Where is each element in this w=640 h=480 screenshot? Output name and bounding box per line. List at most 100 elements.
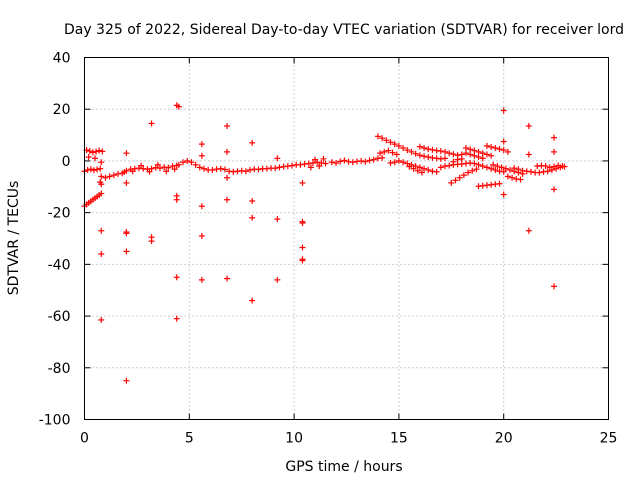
data-point <box>89 149 96 156</box>
data-point <box>385 147 392 154</box>
y-tick-label: -80 <box>48 361 71 377</box>
data-point <box>171 166 178 173</box>
data-point <box>425 146 432 153</box>
data-point <box>173 274 180 281</box>
data-point <box>421 145 428 151</box>
data-point <box>500 147 507 154</box>
data-point <box>188 159 195 166</box>
data-point <box>180 159 187 166</box>
data-point <box>425 154 432 161</box>
data-point <box>349 159 356 166</box>
data-point <box>102 174 109 181</box>
data-point <box>123 377 130 384</box>
data-point <box>192 161 199 168</box>
data-point <box>299 179 306 186</box>
data-point <box>391 159 398 166</box>
data-point <box>217 165 224 172</box>
data-point <box>322 160 329 167</box>
y-tick-label: 40 <box>53 51 71 67</box>
data-point <box>506 166 513 173</box>
data-point <box>544 168 551 175</box>
x-tick-label: 20 <box>495 431 513 447</box>
data-point <box>146 168 153 175</box>
data-point <box>416 164 423 171</box>
data-point <box>383 137 390 144</box>
data-point <box>454 156 461 163</box>
data-point <box>175 161 182 168</box>
data-point <box>299 257 306 264</box>
data-point <box>483 151 490 158</box>
data-point <box>198 276 205 283</box>
data-point <box>400 159 407 166</box>
data-point <box>475 154 482 161</box>
data-point <box>525 123 532 130</box>
y-tick-label: 0 <box>62 154 71 170</box>
data-point <box>467 146 474 153</box>
x-tick-label: 10 <box>285 431 303 447</box>
data-point <box>255 166 262 173</box>
data-point <box>421 153 428 160</box>
data-point <box>500 168 507 175</box>
data-point <box>559 163 566 170</box>
data-point <box>450 151 457 158</box>
data-point <box>97 165 104 172</box>
data-point <box>198 141 205 148</box>
data-point <box>165 164 172 171</box>
data-point <box>517 176 524 183</box>
data-point <box>551 148 558 155</box>
data-point <box>249 214 256 221</box>
data-point <box>395 142 402 149</box>
data-point <box>536 169 543 176</box>
tick-labels: 0 5 10 15 20 25 -100 -80 -60 -40 -20 0 20 40 <box>39 51 618 447</box>
data-point <box>123 230 130 237</box>
data-point <box>123 248 130 255</box>
data-point <box>500 191 507 198</box>
data-point <box>299 219 306 226</box>
data-point <box>94 166 101 173</box>
data-point <box>450 158 457 165</box>
data-point <box>312 156 319 163</box>
data-point <box>387 159 394 166</box>
data-point <box>515 166 522 173</box>
data-point <box>358 157 365 164</box>
y-tick-label: 20 <box>53 102 71 118</box>
data-point <box>366 157 373 164</box>
data-point <box>479 150 486 157</box>
data-point <box>276 164 283 171</box>
data-point <box>198 152 205 159</box>
data-point <box>509 174 516 181</box>
data-point <box>200 165 207 172</box>
data-point <box>469 167 476 174</box>
data-point <box>442 155 449 162</box>
data-point <box>249 198 256 205</box>
data-point <box>416 152 423 159</box>
data-point <box>224 174 231 181</box>
data-point <box>93 148 100 155</box>
data-point <box>381 148 388 155</box>
data-point <box>362 158 369 165</box>
data-point <box>492 145 499 151</box>
grid <box>84 57 609 420</box>
data-point <box>175 103 182 110</box>
y-tick-label: -20 <box>48 206 71 222</box>
data-point <box>400 145 407 151</box>
data-point <box>490 161 497 168</box>
data-point <box>249 139 256 146</box>
data-point <box>209 166 216 173</box>
data-point <box>395 157 402 164</box>
data-point <box>462 150 469 157</box>
data-point <box>504 148 511 155</box>
data-point <box>393 151 400 158</box>
data-point <box>551 283 558 290</box>
data-point <box>418 169 425 176</box>
data-point <box>479 155 486 162</box>
data-point <box>148 238 155 245</box>
x-tick-label: 15 <box>390 431 408 447</box>
data-point <box>289 162 296 169</box>
data-point <box>404 160 411 167</box>
data-point <box>154 161 161 168</box>
data-point <box>247 166 254 173</box>
data-point <box>224 148 231 155</box>
data-point <box>173 315 180 322</box>
data-point <box>525 151 532 158</box>
